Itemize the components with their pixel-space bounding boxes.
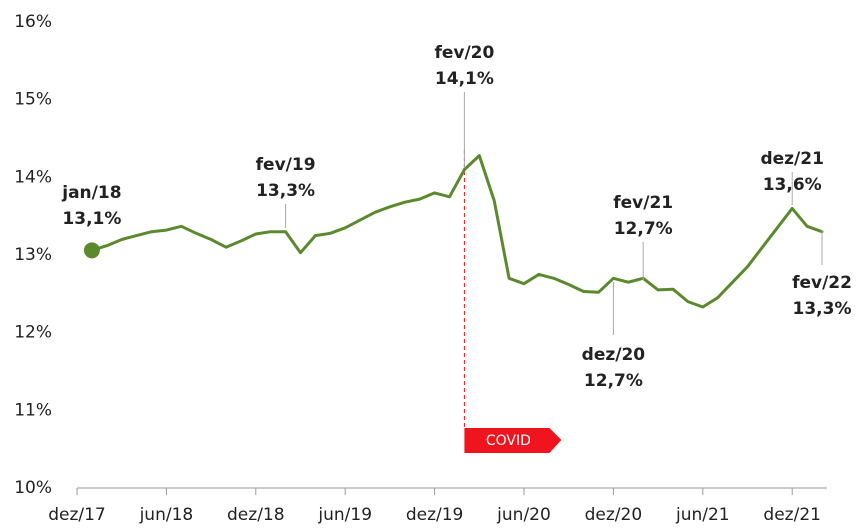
x-tick-label: dez/21: [763, 505, 821, 525]
annotation-value: 12,7%: [614, 219, 673, 239]
annotation-date: dez/21: [760, 149, 823, 169]
annotation-value: 13,3%: [256, 181, 315, 201]
y-tick-label: 15%: [14, 90, 52, 110]
annotation-date: dez/20: [582, 345, 646, 365]
start-dot: [83, 242, 100, 259]
annotation-date: fev/21: [613, 193, 673, 213]
x-tick-label: jun/21: [675, 505, 730, 525]
x-tick-label: dez/18: [227, 505, 285, 525]
annotation-value: 14,1%: [435, 69, 494, 89]
x-tick-label: jun/18: [139, 505, 194, 525]
event-label: COVID: [486, 433, 531, 449]
annotation-value: 13,6%: [763, 175, 822, 195]
y-tick-label: 10%: [14, 478, 52, 498]
annotation-value: 12,7%: [584, 371, 643, 391]
x-tick-label: dez/20: [585, 505, 643, 525]
annotation-date: fev/22: [792, 273, 852, 293]
x-tick-label: jun/20: [496, 505, 551, 525]
annotation-date: fev/20: [434, 43, 494, 63]
y-tick-label: 14%: [14, 167, 52, 187]
x-tick-label: dez/17: [48, 505, 106, 525]
x-tick-label: dez/19: [406, 505, 464, 525]
annotation-value: 13,3%: [793, 299, 852, 319]
series-line: [90, 154, 824, 309]
y-tick-label: 13%: [14, 245, 52, 265]
y-tick-label: 12%: [14, 323, 52, 343]
annotation-date: fev/19: [256, 155, 316, 175]
event-tag: [464, 428, 562, 453]
x-tick-label: jun/19: [317, 505, 372, 525]
annotation-date: jan/18: [61, 183, 121, 203]
y-tick-label: 11%: [14, 400, 52, 420]
y-tick-label: 16%: [14, 12, 52, 32]
annotation-value: 13,1%: [62, 209, 121, 229]
